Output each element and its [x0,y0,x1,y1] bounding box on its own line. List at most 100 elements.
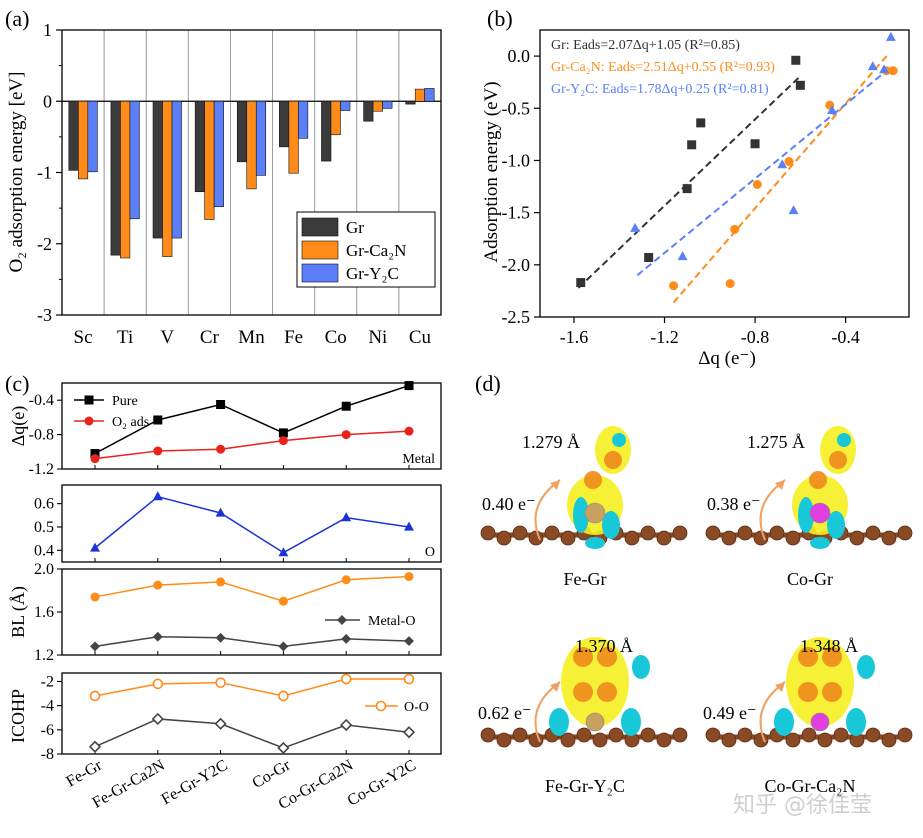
bar [214,101,224,206]
carbon-atom [722,531,736,545]
data-point [791,56,800,65]
bond-length-label: 1.279 Å [522,432,580,452]
data-point [785,157,794,166]
bar [289,101,299,173]
carbon-atom [657,733,671,747]
x-tick-label: Sc [74,327,93,348]
carbon-atom [786,733,800,747]
series-line [95,719,409,748]
legend-label: O-O [404,700,429,715]
carbon-atom [657,531,671,545]
data-point [630,223,640,232]
carbon-atom [561,531,575,545]
data-point [405,427,414,436]
bar [78,101,88,179]
x-tick-label: Fe-Gr [63,756,105,790]
bar [383,101,393,108]
legend-label: Gr [346,218,364,237]
y-tick-label: 1.2 [34,647,54,664]
isosurface-cyan [549,708,569,736]
bar [237,101,247,162]
series-line [95,637,409,647]
carbon-atom [513,728,527,742]
bar [340,101,350,110]
x-tick-label: Ni [368,327,387,348]
bar [88,101,98,172]
x-tick-label: Co [325,327,347,348]
carbon-atom [673,728,687,742]
legend-swatch [302,264,338,282]
isosurface-cyan [846,708,866,736]
data-point [683,184,692,193]
panel-a-legend: GrGr-Ca₂NGr-Y₂C [297,212,435,287]
data-point [342,675,351,684]
data-point [279,691,288,700]
y-tick-label: -0.5 [502,98,531,118]
y-tick-label: 0.4 [34,542,54,559]
legend-fit-label: Gr: Eads=2.07Δq+1.05 (R²=0.85) [551,38,740,53]
y-tick-label: -6 [41,722,54,739]
subplot-note: Metal [402,452,435,467]
y-tick-label: -2.0 [502,255,531,275]
data-point [342,575,351,584]
carbon-atom [882,733,896,747]
carbon-atom [722,733,736,747]
carbon-atom [706,728,720,742]
data-point [153,679,162,688]
x-tick-label: Ti [117,327,133,348]
charge-transfer-arrow-head [550,480,560,490]
y-tick-label: -0.4 [29,392,54,409]
data-point [153,491,163,500]
charge-transfer-arrow-head [775,480,785,490]
panel-b-label: (b) [487,6,513,31]
bar [163,101,173,256]
carbon-atom [754,733,768,747]
legend-marker [85,417,94,426]
data-point [279,428,288,437]
y-tick-label: -2 [41,673,54,690]
x-tick-label: Mn [238,327,265,348]
panel-a-ylabel: O₂ adsorption energy [eV] [6,72,27,273]
carbon-atom [754,531,768,545]
bar [69,101,79,170]
y-tick-label: -0.8 [29,427,54,444]
carbon-atom [882,531,896,545]
carbon-atom [673,526,687,540]
charge-label: 0.49 e⁻ [703,703,757,723]
structure-name: Fe-Gr [564,569,607,589]
data-point [341,512,351,521]
carbon-atom [834,728,848,742]
data-point [216,678,225,687]
panel-d-label: (d) [475,371,501,396]
data-point [216,633,226,643]
oxygen-atom [597,682,617,702]
data-point [405,381,414,390]
structure-cell: 1.370 Å 0.62 e⁻ Fe-Gr-Y₂C [478,636,687,796]
data-point [687,140,696,149]
y-tick-label: -1.5 [502,203,531,223]
data-point [279,597,288,606]
bar [298,101,308,138]
x-tick-label: Fe-Gr-Y2C [158,757,230,808]
bar [373,101,383,111]
bar [331,101,341,134]
data-point [153,415,162,424]
data-point [216,719,226,729]
bar [120,101,129,258]
panel-c: (c) -0.4 -0.8 -1.2Δq(e) Metal 0.6 0.5 0.4 O 2.0 1… [5,371,441,813]
carbon-atom [738,728,752,742]
x-tick-label: Co-Gr [249,756,293,791]
subplot-frame [62,673,441,754]
data-point [153,714,163,724]
structure-name: Fe-Gr-Y₂C [545,776,625,796]
carbon-atom [641,728,655,742]
series-line [95,679,409,696]
y-tick-label: -1.2 [29,461,54,478]
panel-c-subplots: -0.4-0.8-1.2Δq(e)Metal0.60.50.4 O2.01.61.… [8,381,441,763]
data-point [278,743,288,753]
bar [256,101,266,175]
data-point [753,180,762,189]
oxygen-atom [584,471,602,489]
x-tick-label: -0.4 [831,327,860,347]
isosurface-cyan [612,433,626,447]
